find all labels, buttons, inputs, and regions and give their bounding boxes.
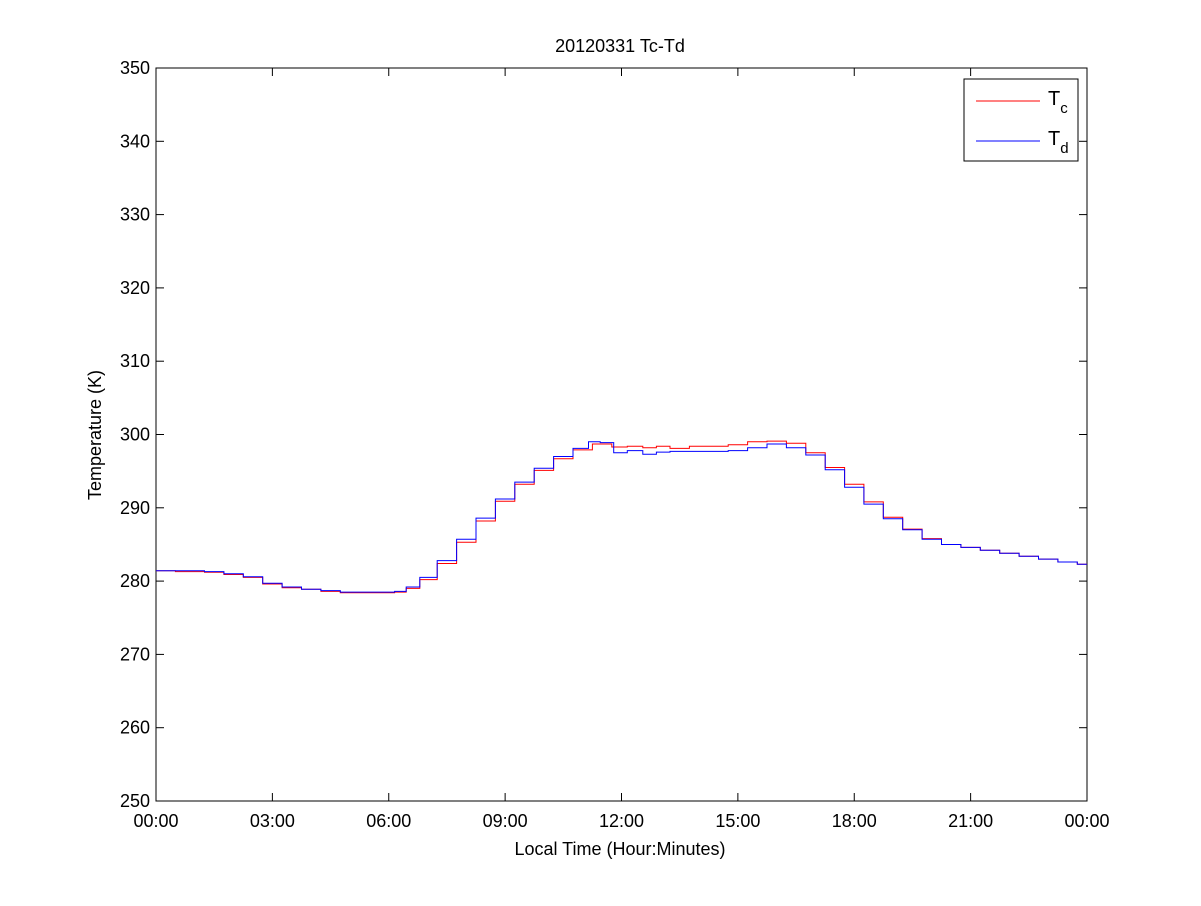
x-tick-label: 03:00	[250, 811, 295, 831]
y-tick-label: 250	[120, 791, 150, 811]
x-tick-label: 06:00	[366, 811, 411, 831]
y-tick-label: 320	[120, 278, 150, 298]
chart-title: 20120331 Tc-Td	[555, 36, 685, 56]
legend-label-subscript: c	[1060, 100, 1068, 117]
x-axis-label: Local Time (Hour:Minutes)	[514, 839, 725, 859]
plot-area: 00:00 03:00 06:00 09:00 12:00 15:00 18:00 21:00…	[120, 58, 1110, 831]
y-tick-label: 330	[120, 205, 150, 225]
y-tick-label: 280	[120, 571, 150, 591]
x-tick-label: 12:00	[599, 811, 644, 831]
x-tick-label: 15:00	[715, 811, 760, 831]
legend-label-subscript: d	[1060, 140, 1068, 157]
y-tick-label: 340	[120, 131, 150, 151]
axes-box	[155, 67, 1088, 802]
x-tick-label: 09:00	[483, 811, 528, 831]
y-tick-label: 290	[120, 498, 150, 518]
x-tick-label: 21:00	[948, 811, 993, 831]
x-tick-label: 18:00	[832, 811, 877, 831]
y-tick-label: 270	[120, 644, 150, 664]
y-tick-label: 350	[120, 58, 150, 78]
series-line-t-d	[156, 441, 1087, 593]
x-tick-label: 00:00	[1064, 811, 1109, 831]
legend-box	[963, 78, 1079, 162]
y-axis-label: Temperature (K)	[85, 370, 105, 500]
y-tick-label: 260	[120, 718, 150, 738]
x-tick-label: 00:00	[133, 811, 178, 831]
y-tick-label: 300	[120, 425, 150, 445]
y-tick-label: 310	[120, 351, 150, 371]
series-line-t-c	[156, 440, 1087, 594]
